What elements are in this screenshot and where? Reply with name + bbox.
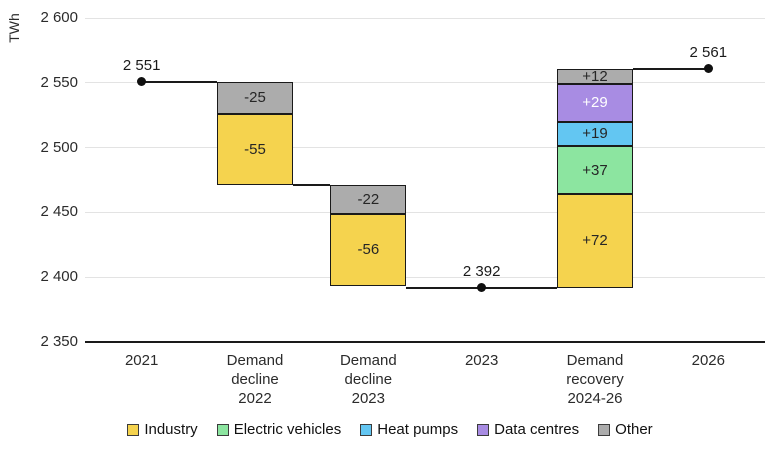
legend-label: Other [615,421,653,438]
legend-item-industry: Industry [127,421,198,438]
bar-segment-other: +12 [557,68,633,85]
gridline [85,17,765,19]
legend-label: Data centres [494,421,580,438]
x-axis-label: Demand decline 2022 [198,351,311,408]
gridline [85,211,765,213]
bar-segment-other: -25 [217,81,293,114]
bar-segment-other: -22 [330,185,407,214]
legend-label: Electric vehicles [233,421,342,438]
legend-item-other: Other [598,421,653,438]
x-axis-label-line: 2024-26 [567,390,623,407]
legend-label: Heat pumps [377,421,459,438]
legend-item-data-centres: Data centres [477,421,579,438]
legend-item-electric-vehicles: Electric vehicles [216,421,342,438]
connector-line [633,67,709,70]
legend-label: Industry [144,421,198,438]
legend-swatch-industry [127,423,140,436]
x-axis-label-line: Demand [226,352,284,369]
bar-segment-industry: -55 [217,113,293,186]
data-point-dot [703,64,713,74]
legend-swatch-other [598,423,611,436]
x-axis-label-line: 2023 [464,352,499,369]
legend-item-heat-pumps: Heat pumps [360,421,458,438]
bar-segment-heat-pumps: +19 [557,121,633,147]
connector-line [141,80,217,83]
x-axis-label-line: Demand [339,352,397,369]
gridline [85,276,765,278]
data-point-dot [137,77,147,86]
x-axis-label-line: recovery [566,371,624,388]
x-axis-label-line: 2022 [238,390,272,407]
x-axis-label-line: Demand [566,352,624,369]
point-value-label: 2 551 [122,56,161,74]
y-tick-label: 2 500 [40,138,78,156]
y-tick-label: 2 550 [40,73,78,91]
point-value-label: 2 561 [689,43,728,61]
x-axis-label: Demand decline 2023 [312,351,425,408]
x-axis-label-line: 2026 [691,352,725,369]
bar-segment-electric-vehicles: +37 [557,146,633,195]
data-point-dot [477,283,487,293]
legend-swatch-heat-pumps [360,423,373,436]
gridline [85,341,765,343]
gridline [85,147,765,149]
point-value-label: 2 392 [462,262,501,280]
x-axis-label: 2023 [425,351,538,370]
y-tick-label: 2 600 [40,9,78,26]
x-axis-label: 2021 [85,351,198,370]
x-axis-label-line: decline [344,371,393,388]
x-axis-label-line: 2023 [351,390,385,407]
bar-segment-data-centres: +29 [557,84,633,122]
y-tick-label: 2 400 [40,268,78,286]
y-tick-label: 2 450 [40,203,78,221]
y-tick-label: 2 350 [40,333,78,350]
chart-legend: Industry Electric vehicles Heat pumps Data … [0,421,780,438]
x-axis-label: Demand recovery 2024-26 [538,351,651,408]
gridline [85,82,765,84]
bar-segment-industry: -56 [330,213,407,287]
x-axis-label-line: decline [231,371,279,388]
x-axis-label-line: 2021 [124,352,159,369]
connector-line [293,184,331,187]
legend-swatch-data-centres [477,423,490,436]
x-axis-label: 2026 [652,351,765,370]
bar-segment-industry: +72 [557,194,633,288]
legend-swatch-electric-vehicles [216,423,229,436]
